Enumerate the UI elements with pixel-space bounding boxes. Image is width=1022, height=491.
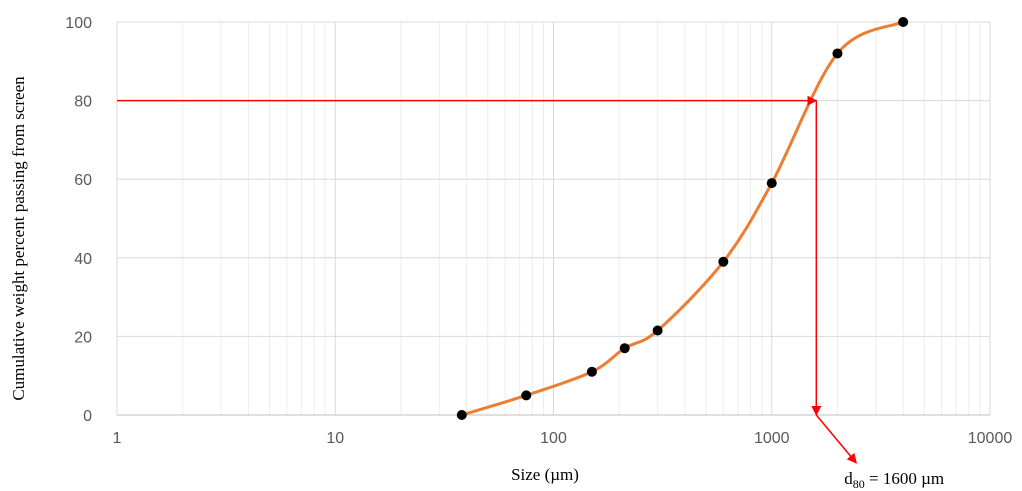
y-tick-label: 80 bbox=[74, 94, 92, 111]
d80-prefix: d bbox=[844, 469, 853, 488]
y-tick-label: 40 bbox=[74, 251, 92, 268]
y-axis-title: Cumulative weight percent passing from s… bbox=[9, 76, 28, 401]
data-point bbox=[898, 17, 909, 27]
y-tick-label: 100 bbox=[65, 15, 92, 32]
data-point bbox=[832, 48, 843, 59]
data-point bbox=[766, 178, 777, 189]
series bbox=[456, 17, 909, 420]
data-point bbox=[456, 410, 467, 420]
d80-arrows bbox=[117, 95, 857, 464]
x-tick-label: 100 bbox=[540, 430, 567, 447]
x-tick-labels: 1 10 100 1000 10000 bbox=[113, 430, 1013, 447]
data-point bbox=[521, 390, 532, 401]
data-point bbox=[619, 343, 630, 354]
d80-value-text: = 1600 µm bbox=[865, 469, 944, 488]
x-tick-label: 10000 bbox=[968, 430, 1013, 447]
data-point bbox=[718, 256, 729, 267]
y-tick-labels: 0 20 40 60 80 100 bbox=[65, 15, 92, 425]
x-tick-label: 10 bbox=[326, 430, 344, 447]
data-point bbox=[652, 325, 663, 336]
data-point bbox=[586, 366, 597, 377]
x-tick-label: 1 bbox=[113, 430, 122, 447]
pointer-arrow bbox=[815, 414, 857, 464]
y-tick-label: 60 bbox=[74, 172, 92, 189]
y-tick-label: 0 bbox=[83, 408, 92, 425]
x-tick-label: 1000 bbox=[754, 430, 790, 447]
minor-gridlines bbox=[182, 22, 981, 415]
y-tick-label: 20 bbox=[74, 329, 92, 346]
d80-subscript: 80 bbox=[853, 477, 865, 491]
d80-annotation: d80 = 1600 µm bbox=[844, 469, 944, 491]
x-axis-title: Size (µm) bbox=[511, 465, 579, 484]
series-line bbox=[461, 20, 904, 417]
